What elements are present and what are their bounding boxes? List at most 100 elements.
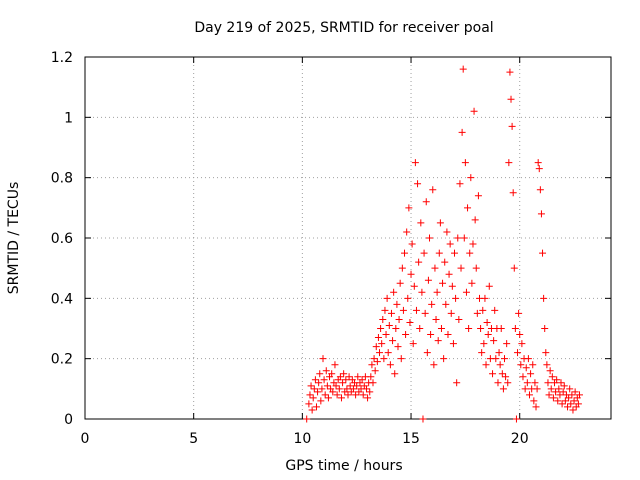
data-point-marker — [530, 397, 538, 405]
data-point-marker — [454, 234, 462, 242]
data-point-marker — [509, 189, 517, 197]
data-point-marker — [407, 270, 415, 278]
data-point-marker — [349, 385, 357, 393]
data-point-marker — [553, 376, 561, 384]
data-point-marker — [417, 219, 425, 227]
data-point-marker — [532, 403, 540, 411]
data-point-marker — [380, 355, 388, 363]
data-point-marker — [544, 379, 552, 387]
data-point-marker — [421, 309, 429, 317]
data-point-marker — [467, 174, 475, 182]
data-point-marker — [552, 388, 560, 396]
data-point-marker — [324, 394, 332, 402]
data-point-marker — [415, 258, 423, 266]
data-point-marker — [303, 415, 311, 423]
data-point-marker — [571, 388, 579, 396]
data-point-marker — [456, 180, 464, 188]
data-point-marker — [418, 288, 426, 296]
x-tick-label: 10 — [293, 431, 311, 447]
data-point-marker — [378, 340, 386, 348]
data-point-marker — [535, 165, 543, 173]
data-point-marker — [547, 385, 555, 393]
data-point-marker — [537, 210, 545, 218]
data-point-marker — [495, 349, 503, 357]
data-point-marker — [517, 361, 525, 369]
data-point-marker — [516, 331, 524, 339]
data-point-marker — [419, 415, 427, 423]
data-point-marker — [452, 294, 460, 302]
y-tick-label: 1.2 — [51, 50, 73, 66]
data-point-marker — [522, 364, 530, 372]
data-point-marker — [545, 391, 553, 399]
data-point-marker — [484, 331, 492, 339]
data-point-marker — [370, 355, 378, 363]
data-point-marker — [481, 294, 489, 302]
data-point-marker — [499, 385, 507, 393]
data-point-marker — [390, 288, 398, 296]
data-point-marker — [310, 385, 318, 393]
data-point-marker — [364, 394, 372, 402]
data-point-marker — [437, 325, 445, 332]
data-point-marker — [381, 306, 389, 314]
data-point-marker — [411, 159, 419, 167]
data-point-marker — [383, 294, 391, 302]
x-tick-label: 0 — [81, 431, 90, 447]
data-point-marker — [521, 385, 529, 393]
data-point-marker — [564, 403, 572, 411]
data-point-marker — [543, 361, 551, 369]
data-point-marker — [358, 376, 366, 384]
data-point-marker — [448, 282, 456, 290]
data-point-marker — [503, 340, 511, 348]
data-point-marker — [436, 219, 444, 227]
data-point-marker — [395, 315, 403, 323]
data-point-marker — [367, 373, 375, 381]
y-axis-label: SRMTID / TECUs — [6, 182, 22, 295]
data-point-marker — [393, 300, 401, 308]
data-point-marker — [409, 340, 417, 348]
data-point-marker — [432, 315, 440, 323]
data-point-marker — [329, 388, 337, 396]
data-point-marker — [510, 264, 518, 272]
data-point-marker — [434, 337, 442, 345]
data-point-marker — [508, 122, 516, 130]
data-point-marker — [322, 367, 330, 375]
data-point-marker — [489, 370, 497, 378]
data-point-marker — [406, 318, 414, 326]
data-point-marker — [527, 370, 535, 378]
data-point-marker — [345, 373, 353, 381]
data-point-marker — [318, 385, 326, 393]
data-point-marker — [394, 343, 402, 351]
data-point-marker — [328, 370, 336, 378]
data-point-marker — [320, 376, 328, 384]
data-point-marker — [398, 264, 406, 272]
data-point-marker — [512, 415, 520, 423]
x-tick-label: 5 — [189, 431, 198, 447]
data-point-marker — [498, 370, 506, 378]
data-point-marker — [385, 321, 393, 329]
data-point-marker — [497, 325, 505, 332]
data-point-marker — [492, 355, 500, 363]
data-point-marker — [379, 315, 387, 323]
data-point-marker — [453, 379, 461, 387]
data-point-marker — [427, 331, 435, 339]
data-point-marker — [333, 391, 341, 399]
data-point-marker — [445, 270, 453, 278]
data-point-marker — [541, 325, 549, 332]
data-point-marker — [306, 391, 314, 399]
data-point-marker — [507, 95, 515, 103]
data-point-marker — [472, 264, 480, 272]
data-point-marker — [422, 198, 430, 206]
data-point-marker — [431, 264, 439, 272]
data-point-marker — [410, 282, 418, 290]
data-point-marker — [506, 68, 514, 76]
data-point-marker — [474, 192, 482, 200]
data-point-marker — [529, 361, 537, 369]
data-point-marker — [339, 379, 347, 387]
data-point-marker — [458, 128, 466, 136]
data-point-marker — [344, 391, 352, 399]
data-point-marker — [332, 382, 340, 390]
data-point-marker — [391, 370, 399, 378]
data-point-marker — [316, 370, 324, 378]
data-point-marker — [340, 370, 348, 378]
data-point-marker — [373, 358, 381, 366]
